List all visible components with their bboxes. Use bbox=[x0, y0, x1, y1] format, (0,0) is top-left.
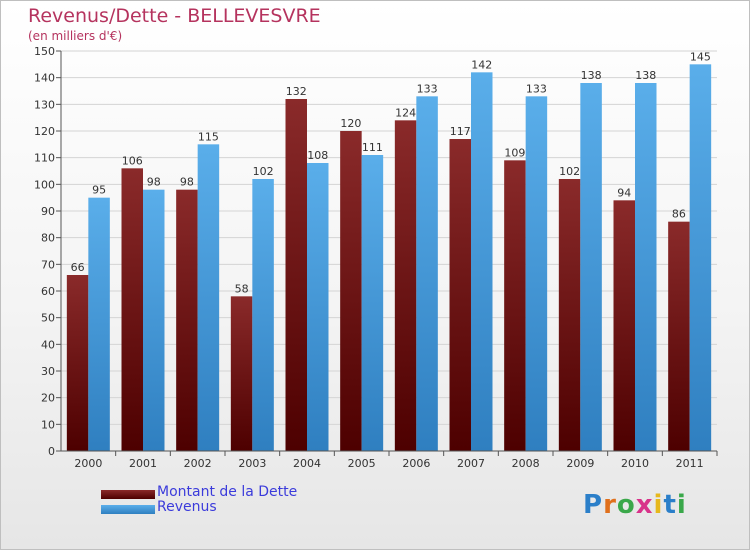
proxiti-logo: Proxiti bbox=[583, 490, 687, 520]
data-label-revenus: 111 bbox=[362, 141, 383, 154]
y-tick-label: 90 bbox=[41, 205, 55, 218]
y-tick-label: 140 bbox=[34, 72, 55, 85]
x-tick-label: 2009 bbox=[566, 457, 594, 470]
data-label-revenus: 108 bbox=[307, 149, 328, 162]
y-tick-label: 10 bbox=[41, 418, 55, 431]
y-tick-label: 40 bbox=[41, 338, 55, 351]
bar-revenus bbox=[635, 83, 657, 451]
data-label-dette: 102 bbox=[559, 165, 580, 178]
y-tick-label: 50 bbox=[41, 312, 55, 325]
y-tick-label: 0 bbox=[48, 445, 55, 458]
data-label-dette: 117 bbox=[450, 125, 471, 138]
x-axis: 2000 2001 2002 2003 2004 2005 2006 2007 2008 2009… bbox=[61, 450, 718, 470]
bar-revenus bbox=[307, 163, 329, 451]
bar-dette bbox=[66, 275, 89, 451]
bar-dette bbox=[558, 179, 581, 451]
y-tick-label: 150 bbox=[34, 45, 55, 58]
x-tick-label: 2007 bbox=[457, 457, 485, 470]
logo-letter: r bbox=[603, 490, 617, 520]
data-label-revenus: 145 bbox=[690, 50, 711, 63]
x-tick-label: 2008 bbox=[512, 457, 540, 470]
x-tick-label: 2001 bbox=[129, 457, 157, 470]
logo-letter: o bbox=[616, 490, 636, 520]
y-tick-label: 110 bbox=[34, 152, 55, 165]
legend-swatch-revenus bbox=[101, 505, 155, 514]
x-tick-label: 2000 bbox=[74, 457, 102, 470]
bar-revenus bbox=[580, 83, 602, 451]
legend-swatch-dette bbox=[101, 490, 155, 499]
data-label-dette: 58 bbox=[235, 282, 249, 295]
data-label-revenus: 115 bbox=[198, 130, 219, 143]
legend-label-dette: Montant de la Dette bbox=[157, 484, 298, 500]
y-axis: 0 10 20 30 40 50 60 70 80 90 100 110 120 130 140 150 bbox=[34, 45, 62, 458]
data-label-dette: 109 bbox=[504, 146, 525, 159]
bar-revenus bbox=[143, 189, 165, 451]
data-label-dette: 94 bbox=[617, 186, 631, 199]
bar-revenus bbox=[689, 64, 712, 452]
y-tick-label: 20 bbox=[41, 392, 55, 405]
y-tick-label: 60 bbox=[41, 285, 55, 298]
bar-dette bbox=[449, 139, 471, 451]
bar-revenus bbox=[525, 96, 548, 451]
grid-lines bbox=[61, 50, 717, 452]
y-tick-label: 80 bbox=[41, 232, 55, 245]
bar-dette bbox=[230, 296, 253, 451]
logo-letter: x bbox=[635, 490, 654, 520]
y-tick-label: 30 bbox=[41, 365, 55, 378]
bar-dette bbox=[285, 99, 307, 451]
bar-dette bbox=[340, 131, 362, 451]
x-tick-label: 2004 bbox=[293, 457, 321, 470]
x-tick-label: 2003 bbox=[238, 457, 266, 470]
data-label-revenus: 142 bbox=[471, 58, 492, 71]
data-label-dette: 106 bbox=[122, 154, 143, 167]
data-label-revenus: 133 bbox=[417, 82, 438, 95]
x-tick-label: 2011 bbox=[676, 457, 704, 470]
legend-label-revenus: Revenus bbox=[157, 499, 217, 515]
chart-title: Revenus/Dette - BELLEVESVRE bbox=[28, 5, 321, 27]
data-label-dette: 98 bbox=[180, 176, 194, 189]
y-tick-label: 130 bbox=[34, 98, 55, 111]
bar-revenus bbox=[471, 72, 493, 451]
x-tick-label: 2002 bbox=[184, 457, 212, 470]
logo-letter: i bbox=[676, 490, 687, 520]
logo-letter: P bbox=[583, 490, 604, 520]
bar-revenus bbox=[252, 179, 274, 451]
bar-dette bbox=[176, 189, 198, 451]
bars bbox=[66, 64, 712, 452]
data-label-dette: 132 bbox=[286, 85, 307, 98]
y-tick-label: 100 bbox=[34, 178, 55, 191]
data-label-dette: 120 bbox=[340, 117, 361, 130]
data-label-revenus: 138 bbox=[635, 69, 656, 82]
x-tick-label: 2010 bbox=[621, 457, 649, 470]
bar-revenus bbox=[197, 144, 220, 452]
x-tick-label: 2006 bbox=[402, 457, 430, 470]
bar-dette bbox=[668, 221, 690, 451]
data-label-dette: 66 bbox=[71, 261, 85, 274]
data-label-revenus: 98 bbox=[147, 176, 161, 189]
data-label-revenus: 102 bbox=[253, 165, 274, 178]
bar-revenus bbox=[88, 197, 110, 451]
y-tick-label: 70 bbox=[41, 258, 55, 271]
x-tick-label: 2005 bbox=[348, 457, 376, 470]
data-label-revenus: 138 bbox=[581, 69, 602, 82]
bar-dette bbox=[504, 160, 526, 452]
y-tick-label: 120 bbox=[34, 125, 55, 138]
data-label-revenus: 133 bbox=[526, 82, 547, 95]
bar-revenus bbox=[416, 96, 438, 451]
bar-revenus bbox=[361, 155, 384, 451]
bar-dette bbox=[394, 120, 417, 451]
chart-subtitle: (en milliers d'€) bbox=[28, 29, 123, 43]
bar-dette bbox=[613, 200, 635, 451]
data-label-revenus: 95 bbox=[92, 184, 106, 197]
data-label-dette: 86 bbox=[672, 208, 686, 221]
logo-letter: i bbox=[653, 490, 664, 520]
bar-dette bbox=[121, 168, 143, 452]
logo-letter: t bbox=[663, 490, 677, 520]
data-label-dette: 124 bbox=[395, 106, 416, 119]
